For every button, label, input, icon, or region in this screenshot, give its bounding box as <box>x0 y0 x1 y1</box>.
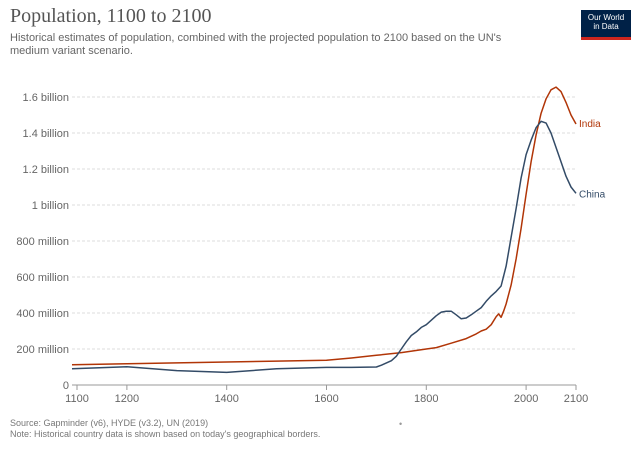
y-tick-label: 1.2 billion <box>23 164 69 176</box>
logo-line-2: in Data <box>593 22 619 31</box>
y-tick-label: 1.6 billion <box>23 92 69 104</box>
series-line-china <box>71 120 577 374</box>
chart-title: Population, 1100 to 2100 <box>10 5 212 27</box>
x-tick-label: 1600 <box>314 393 338 405</box>
y-tick-label: 1.4 billion <box>23 128 69 140</box>
y-tick-label: 200 million <box>16 344 69 356</box>
x-tick-label: 1800 <box>414 393 438 405</box>
decorative-dot: • <box>399 419 403 429</box>
series-line-india <box>71 86 577 366</box>
x-tick-label: 1100 <box>65 393 89 405</box>
series-label-india: India <box>579 119 601 130</box>
logo-line-1: Our World <box>587 13 625 22</box>
y-tick-label: 400 million <box>16 308 69 320</box>
geography-note: Note: Historical country data is shown b… <box>10 429 321 439</box>
y-tick-label: 1 billion <box>32 200 69 212</box>
x-tick-label: 1400 <box>214 393 238 405</box>
y-tick-label: 800 million <box>16 236 69 248</box>
x-tick-label: 1200 <box>115 393 139 405</box>
chart-subtitle: Historical estimates of population, comb… <box>10 32 502 57</box>
y-tick-label: 0 <box>63 380 69 392</box>
series-label-china: China <box>579 189 606 200</box>
y-tick-label: 600 million <box>16 272 69 284</box>
x-tick-label: 2100 <box>564 393 588 405</box>
our-world-in-data-logo[interactable]: Our World in Data <box>581 10 631 40</box>
chart-footer: Source: Gapminder (v6), HYDE (v3.2), UN … <box>10 418 320 440</box>
x-tick-label: 2000 <box>514 393 538 405</box>
source-note: Source: Gapminder (v6), HYDE (v3.2), UN … <box>10 418 209 428</box>
